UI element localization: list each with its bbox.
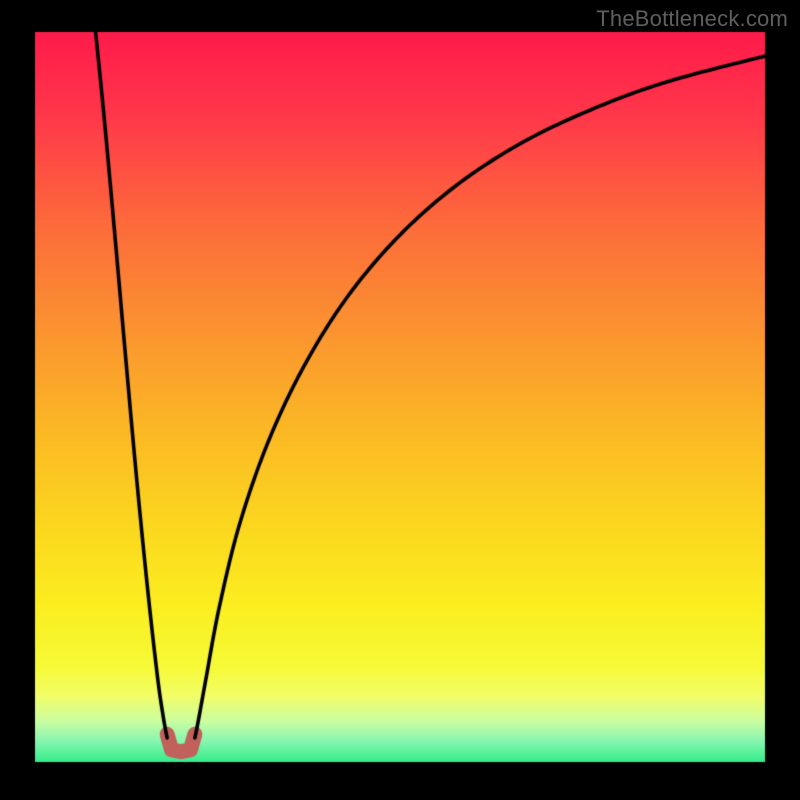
chart-canvas — [0, 0, 800, 800]
chart-container: { "watermark": { "text": "TheBottleneck.… — [0, 0, 800, 800]
watermark-text: TheBottleneck.com — [596, 6, 788, 32]
